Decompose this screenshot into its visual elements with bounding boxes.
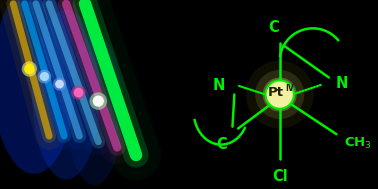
- Point: [41, 75, 48, 78]
- Circle shape: [265, 80, 294, 109]
- Point: [26, 67, 32, 70]
- Point: [75, 91, 82, 94]
- Text: IV: IV: [285, 84, 294, 93]
- Text: N: N: [336, 76, 348, 91]
- Point: [26, 67, 32, 70]
- Point: [57, 83, 63, 86]
- Text: Cl: Cl: [272, 169, 288, 184]
- Text: C: C: [216, 137, 226, 152]
- Point: [41, 75, 48, 78]
- Text: C: C: [269, 20, 279, 35]
- Point: [95, 100, 101, 103]
- Ellipse shape: [66, 34, 123, 185]
- Ellipse shape: [32, 9, 100, 180]
- Ellipse shape: [0, 0, 76, 174]
- Circle shape: [268, 82, 292, 107]
- Circle shape: [255, 70, 304, 119]
- Circle shape: [246, 60, 314, 129]
- Text: N: N: [213, 77, 225, 93]
- Point: [57, 83, 63, 86]
- Point: [75, 91, 82, 94]
- Point: [95, 100, 101, 103]
- Circle shape: [263, 77, 297, 112]
- Text: Pt: Pt: [268, 87, 284, 99]
- Text: CH$_3$: CH$_3$: [344, 136, 372, 151]
